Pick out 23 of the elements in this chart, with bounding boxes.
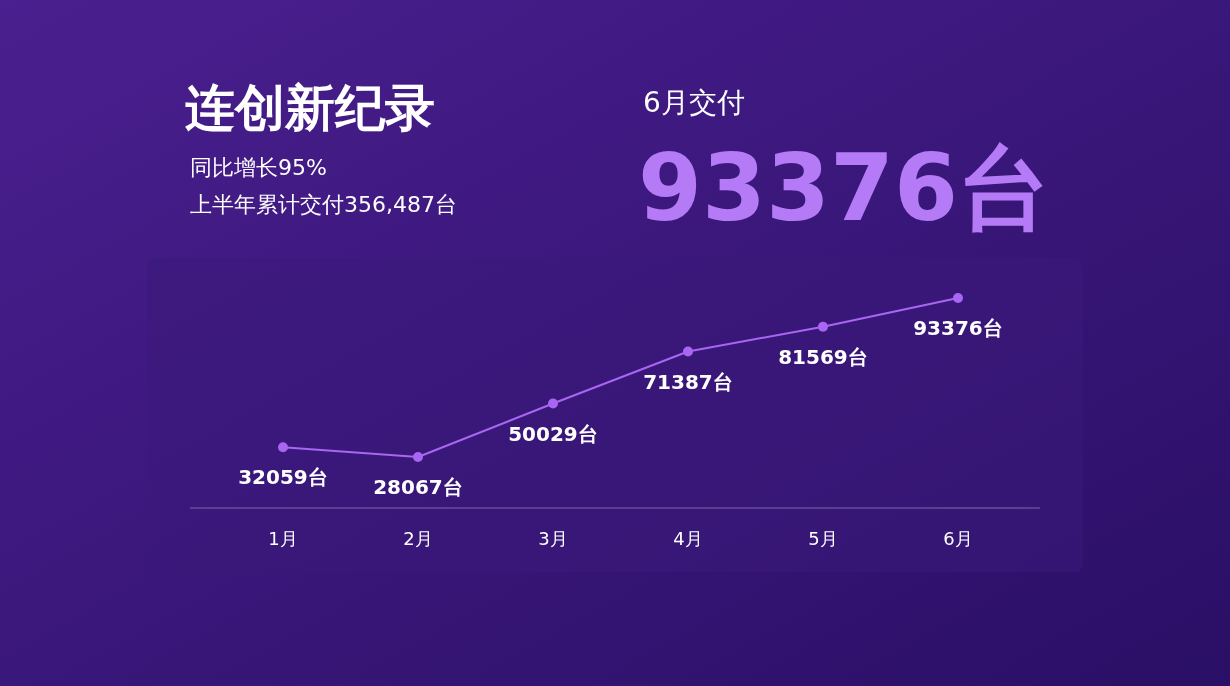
data-label: 81569台 [778, 344, 868, 369]
point [683, 346, 693, 357]
data-label: 93376台 [913, 316, 1003, 340]
x-tick-label: 6月 [943, 528, 973, 549]
chart-subtitle: 同比增长95% [190, 155, 327, 180]
point [278, 442, 288, 453]
x-tick-label: 5月 [808, 528, 838, 549]
data-label: 32059台 [238, 465, 328, 490]
text: 6月交付 [643, 86, 745, 119]
point [548, 398, 558, 409]
x-tick-label: 4月 [673, 528, 703, 549]
text: 93376台 [638, 135, 1051, 242]
data-label: 50029台 [508, 421, 598, 446]
x-tick-label: 1月 [268, 528, 298, 549]
text: 上半年累计交付356,487台 [190, 192, 457, 217]
point [413, 452, 423, 462]
chart-title: 连创新纪录 [185, 79, 435, 137]
data-label: 28067台 [373, 475, 463, 499]
x-tick-label: 3月 [538, 528, 568, 549]
x-tick-label: 2月 [403, 528, 433, 549]
point [953, 293, 963, 303]
data-label: 71387台 [643, 369, 733, 394]
point [818, 321, 828, 332]
